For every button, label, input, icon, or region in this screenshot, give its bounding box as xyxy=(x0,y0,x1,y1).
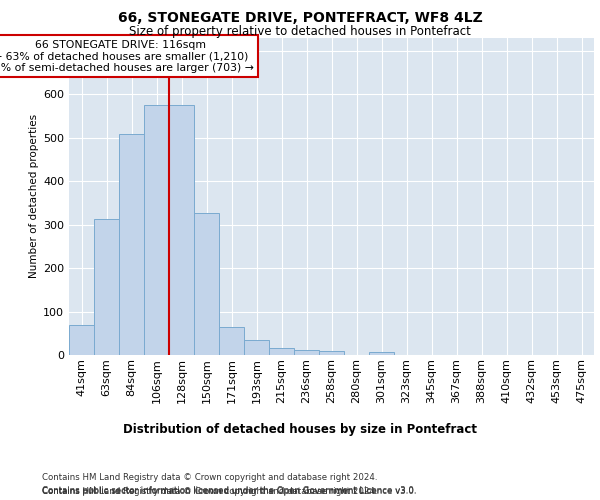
Bar xyxy=(119,134,144,355)
Bar xyxy=(169,105,194,355)
Text: Size of property relative to detached houses in Pontefract: Size of property relative to detached ho… xyxy=(129,25,471,38)
Y-axis label: Number of detached properties: Number of detached properties xyxy=(29,114,39,278)
Bar xyxy=(69,324,94,355)
Text: 66, STONEGATE DRIVE, PONTEFRACT, WF8 4LZ: 66, STONEGATE DRIVE, PONTEFRACT, WF8 4LZ xyxy=(118,11,482,25)
Bar xyxy=(194,213,219,355)
Bar xyxy=(319,350,344,355)
Bar xyxy=(294,350,319,355)
Text: Distribution of detached houses by size in Pontefract: Distribution of detached houses by size … xyxy=(123,422,477,436)
Bar xyxy=(244,340,269,355)
Text: 66 STONEGATE DRIVE: 116sqm
← 63% of detached houses are smaller (1,210)
36% of s: 66 STONEGATE DRIVE: 116sqm ← 63% of deta… xyxy=(0,40,254,73)
Bar xyxy=(144,105,169,355)
Bar xyxy=(369,352,394,355)
Text: Contains HM Land Registry data © Crown copyright and database right 2024.: Contains HM Land Registry data © Crown c… xyxy=(42,474,377,482)
Text: Contains HM Land Registry data © Crown copyright and database right 2024.: Contains HM Land Registry data © Crown c… xyxy=(42,487,377,496)
Text: Contains public sector information licensed under the Open Government Licence v3: Contains public sector information licen… xyxy=(42,486,416,495)
Text: Contains public sector information licensed under the Open Government Licence v3: Contains public sector information licen… xyxy=(42,476,416,496)
Bar xyxy=(94,220,119,355)
Bar xyxy=(269,348,294,355)
Bar xyxy=(219,326,244,355)
